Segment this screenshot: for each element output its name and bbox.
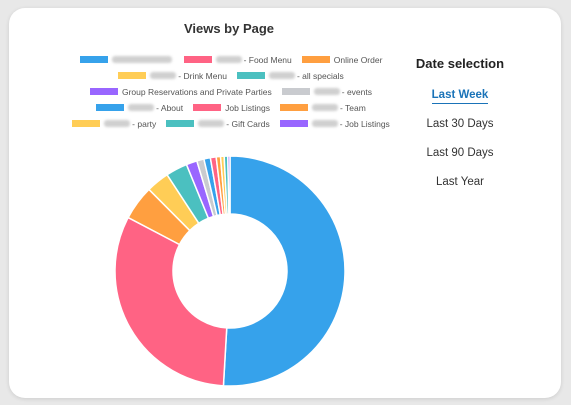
legend-swatch: [72, 120, 101, 127]
legend-item[interactable]: Job Listings: [193, 101, 270, 114]
legend-swatch: [79, 56, 108, 63]
legend-label: - all specials: [296, 70, 344, 81]
date-option-last-week[interactable]: Last Week: [405, 85, 515, 114]
donut-slice[interactable]: [227, 155, 231, 215]
legend-item[interactable]: - Team: [280, 101, 366, 114]
redacted-text: [198, 120, 225, 127]
redacted-text: [312, 104, 338, 111]
legend-swatch: [279, 120, 308, 127]
legend-item[interactable]: Online Order: [301, 53, 383, 66]
legend-label: - Team: [340, 102, 366, 113]
redacted-text: [128, 104, 155, 111]
legend-swatch: [96, 104, 125, 111]
legend-label: Online Order: [333, 54, 383, 65]
legend-label: - Drink Menu: [178, 70, 227, 81]
legend-label: - About: [156, 102, 184, 113]
redacted-text: [268, 72, 295, 79]
redacted-text: [215, 56, 242, 63]
legend-label: - party: [132, 118, 157, 129]
legend-item[interactable]: - Drink Menu: [118, 69, 227, 82]
donut-slice[interactable]: [222, 155, 346, 387]
redacted-text: [111, 56, 172, 63]
redacted-text: [311, 120, 338, 127]
date-option-last-year[interactable]: Last Year: [436, 176, 484, 188]
date-selection-heading: Date selection: [415, 56, 505, 71]
redacted-text: [104, 120, 131, 127]
legend-swatch: [236, 72, 265, 79]
legend-item[interactable]: - Food Menu: [183, 53, 292, 66]
legend-swatch: [281, 88, 310, 95]
legend-item[interactable]: - Job Listings: [279, 117, 390, 130]
date-selection-panel: Date selection Last Week Last 30 Days La…: [405, 56, 515, 201]
legend-item[interactable]: Group Reservations and Private Parties: [89, 85, 272, 98]
legend-item[interactable]: - Gift Cards: [166, 117, 270, 130]
legend-label: - events: [341, 86, 373, 97]
date-option-last-30-days[interactable]: Last 30 Days: [426, 118, 494, 130]
date-option-last-90-days[interactable]: Last 90 Days: [426, 147, 494, 159]
redacted-text: [313, 88, 340, 95]
legend-label: - Gift Cards: [226, 118, 270, 129]
chart-title: Views by Page: [183, 21, 275, 36]
legend-label: Group Reservations and Private Parties: [121, 86, 272, 97]
legend-label: - Job Listings: [339, 118, 390, 129]
legend-item[interactable]: - About: [96, 101, 183, 114]
legend-item[interactable]: [79, 53, 174, 66]
legend-swatch: [166, 120, 195, 127]
legend-swatch: [193, 104, 222, 111]
chart-legend: - Food Menu Online Order - Drink Menu - a…: [72, 53, 390, 130]
legend-swatch: [301, 56, 330, 63]
legend-swatch: [183, 56, 212, 63]
redacted-text: [150, 72, 177, 79]
legend-label: - Food Menu: [243, 54, 292, 65]
legend-swatch: [89, 88, 118, 95]
legend-item[interactable]: - all specials: [236, 69, 344, 82]
legend-swatch: [118, 72, 147, 79]
legend-label: Job Listings: [225, 102, 270, 113]
legend-item[interactable]: - party: [72, 117, 156, 130]
legend-swatch: [280, 104, 308, 111]
legend-item[interactable]: - events: [281, 85, 373, 98]
donut-slice[interactable]: [114, 216, 228, 387]
